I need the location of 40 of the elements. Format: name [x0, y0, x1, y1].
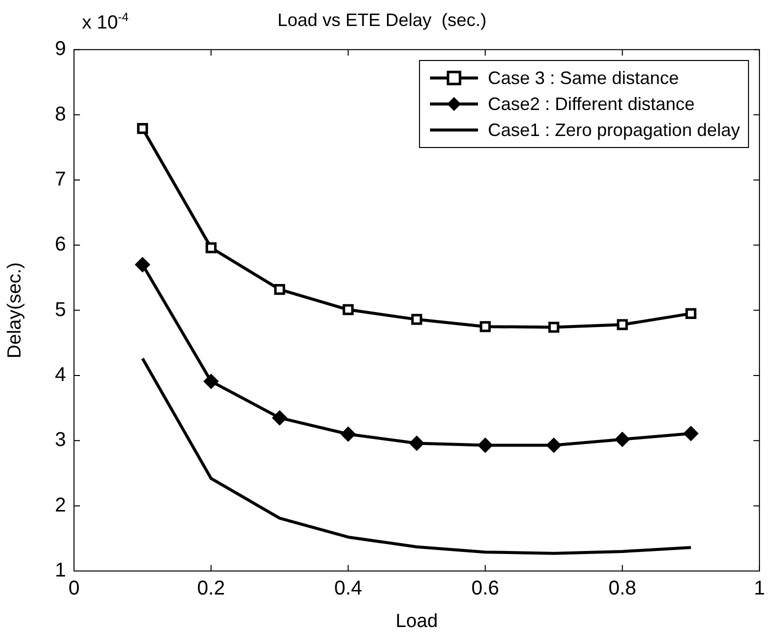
legend-label: Case1 : Zero propagation delay	[488, 119, 740, 142]
x-tick-label: 1	[754, 578, 765, 600]
y-tick-label: 2	[54, 494, 66, 516]
legend-label: Case 3 : Same distance	[488, 67, 679, 90]
x-tick-label: 0.6	[471, 578, 500, 600]
y-tick-label: 7	[54, 168, 66, 190]
y-tick-label: 5	[54, 298, 66, 321]
point	[684, 426, 698, 441]
y-tick-label: 1	[54, 560, 66, 582]
point	[546, 438, 562, 452]
legend-label: Case2 : Different distance	[488, 93, 695, 116]
point	[411, 314, 422, 325]
point	[548, 322, 560, 333]
point	[480, 321, 491, 332]
y-axis-title: Delay(sec.)	[4, 262, 26, 358]
point	[340, 426, 356, 442]
point	[616, 319, 628, 330]
y-tick-label: 8	[54, 103, 66, 126]
point	[272, 410, 287, 426]
point	[615, 432, 630, 447]
point	[137, 122, 148, 134]
y-tick-label: 4	[54, 364, 66, 386]
text: x 10$^{-4}$	[82, 10, 129, 34]
chart-title: Load vs ETE Delay (sec.)	[277, 10, 487, 30]
x-tick-label: 0.4	[334, 578, 362, 600]
x-axis-title: Load	[396, 610, 438, 632]
point	[478, 438, 493, 452]
point	[685, 308, 696, 320]
point	[409, 436, 424, 451]
y-tick-label: 6	[54, 234, 66, 256]
x-tick-label: 0.2	[197, 578, 225, 600]
y-tick-label: 3	[54, 429, 66, 452]
x-tick-label: 0	[68, 578, 80, 600]
point	[135, 257, 150, 272]
point	[342, 304, 354, 316]
x-tick-label: 0.8	[608, 578, 636, 600]
point	[204, 374, 218, 389]
point	[206, 242, 217, 254]
y-tick-label: 9	[54, 38, 66, 60]
point	[274, 284, 286, 295]
